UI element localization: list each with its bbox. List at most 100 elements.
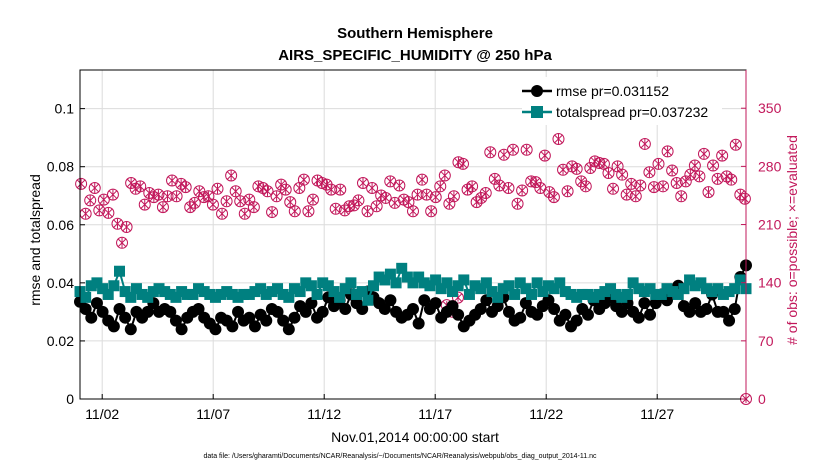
totalspread-point — [503, 280, 515, 292]
totalspread-point — [384, 268, 396, 280]
y-left-tick-label: 0.02 — [47, 333, 74, 349]
obs-possible-point — [334, 183, 347, 196]
obs-evaluated-point — [235, 196, 245, 207]
obs-possible-point — [688, 159, 701, 172]
obs-possible-point — [84, 194, 97, 207]
totalspread-point — [678, 283, 690, 295]
obs-possible-point — [188, 196, 201, 209]
obs-evaluated-point — [635, 180, 645, 191]
obs-possible-point — [93, 204, 106, 217]
obs-evaluated-point — [540, 150, 550, 161]
obs-evaluated-point — [508, 144, 518, 155]
obs-evaluated-point — [399, 194, 409, 205]
totalspread-point — [588, 291, 600, 303]
obs-possible-point — [429, 191, 442, 204]
chart-subtitle: AIRS_SPECIFIC_HUMIDITY @ 250 hPa — [278, 47, 552, 64]
obs-evaluated-point — [653, 158, 664, 169]
obs-possible-point — [602, 167, 615, 180]
obs-evaluated-point — [631, 191, 641, 202]
rmse-point — [113, 302, 126, 315]
obs-evaluated-point — [481, 187, 491, 198]
rmse-point — [429, 297, 442, 310]
legend-rmse-marker — [531, 85, 543, 97]
obs-evaluated-point — [435, 181, 445, 192]
rmse-point — [226, 320, 239, 333]
obs-evaluated-point — [181, 182, 191, 193]
totalspread-point — [723, 286, 735, 298]
totalspread-point — [198, 286, 210, 298]
obs-possible-point — [438, 169, 451, 182]
obs-evaluated-point — [158, 202, 168, 213]
obs-possible-point — [702, 186, 715, 199]
obs-possible-point — [670, 176, 683, 189]
obs-evaluated-point — [581, 181, 591, 192]
rmse-point — [638, 297, 651, 310]
rmse-point — [728, 302, 741, 315]
obs-evaluated-point — [331, 203, 341, 214]
totalspread-point — [531, 277, 543, 289]
obs-evaluated-point — [103, 207, 113, 218]
obs-possible-point — [361, 205, 374, 218]
totalspread-point — [593, 288, 605, 300]
totalspread-point — [114, 265, 126, 277]
obs-possible-point — [547, 191, 560, 204]
totalspread-point — [672, 288, 684, 300]
obs-possible-point — [675, 190, 688, 203]
obs-possible-point — [425, 205, 438, 218]
obs-evaluated-point — [176, 178, 186, 189]
rmse-point — [288, 311, 301, 324]
obs-evaluated-point — [603, 167, 614, 179]
obs-evaluated-point — [472, 197, 482, 208]
obs-evaluated-point — [726, 174, 736, 185]
obs-evaluated-point — [390, 197, 400, 208]
obs-possible-point — [434, 180, 447, 193]
totalspread-point — [667, 286, 679, 298]
totalspread-point — [655, 288, 667, 300]
x-tick-label: 11/22 — [529, 406, 563, 422]
totalspread-point — [322, 280, 334, 292]
totalspread-point — [80, 291, 92, 303]
obs-possible-point — [443, 197, 456, 210]
obs-evaluated-point — [90, 182, 100, 194]
obs-possible-point — [270, 190, 283, 203]
obs-evaluated-point — [267, 207, 277, 218]
obs-evaluated-point — [644, 167, 654, 178]
obs-evaluated-point — [613, 161, 623, 172]
y-right-tick-label: 140 — [758, 275, 782, 291]
obs-possible-point — [707, 159, 720, 172]
obs-possible-point — [297, 173, 310, 186]
totalspread-point — [97, 283, 109, 295]
rmse-point — [192, 302, 205, 315]
obs-possible-point — [302, 205, 315, 218]
rmse-point — [248, 320, 261, 333]
totalspread-point — [520, 283, 532, 295]
obs-possible-point — [638, 137, 651, 150]
rmse-point — [649, 297, 662, 310]
obs-evaluated-point — [522, 144, 532, 155]
legend-box — [522, 77, 722, 125]
obs-evaluated-point — [372, 201, 382, 212]
data-file-footnote: data file: /Users/gharamti/Documents/NCA… — [203, 453, 597, 460]
rmse-point — [548, 302, 561, 315]
totalspread-point — [396, 262, 408, 274]
legend: rmse pr=0.031152 totalspread pr=0.037232 — [522, 77, 722, 125]
obs-possible-point — [552, 132, 565, 145]
obs-possible-point — [643, 166, 656, 179]
obs-possible-point — [516, 184, 529, 197]
y-right-tick-label: 280 — [758, 158, 782, 174]
obs-evaluated-point — [131, 183, 141, 194]
obs-evaluated-point — [694, 171, 704, 182]
obs-evaluated-point — [344, 201, 354, 212]
obs-possible-point — [520, 143, 533, 156]
rmse-point — [141, 305, 154, 318]
totalspread-point — [565, 288, 577, 300]
totalspread-point — [260, 288, 272, 300]
rmse-point — [339, 302, 352, 315]
totalspread-point — [729, 283, 741, 295]
obs-possible-point — [225, 169, 238, 182]
obs-evaluated-point — [563, 186, 573, 197]
legend-spread-marker — [531, 106, 543, 118]
obs-possible-point — [156, 201, 169, 214]
obs-possible-point — [243, 193, 256, 206]
